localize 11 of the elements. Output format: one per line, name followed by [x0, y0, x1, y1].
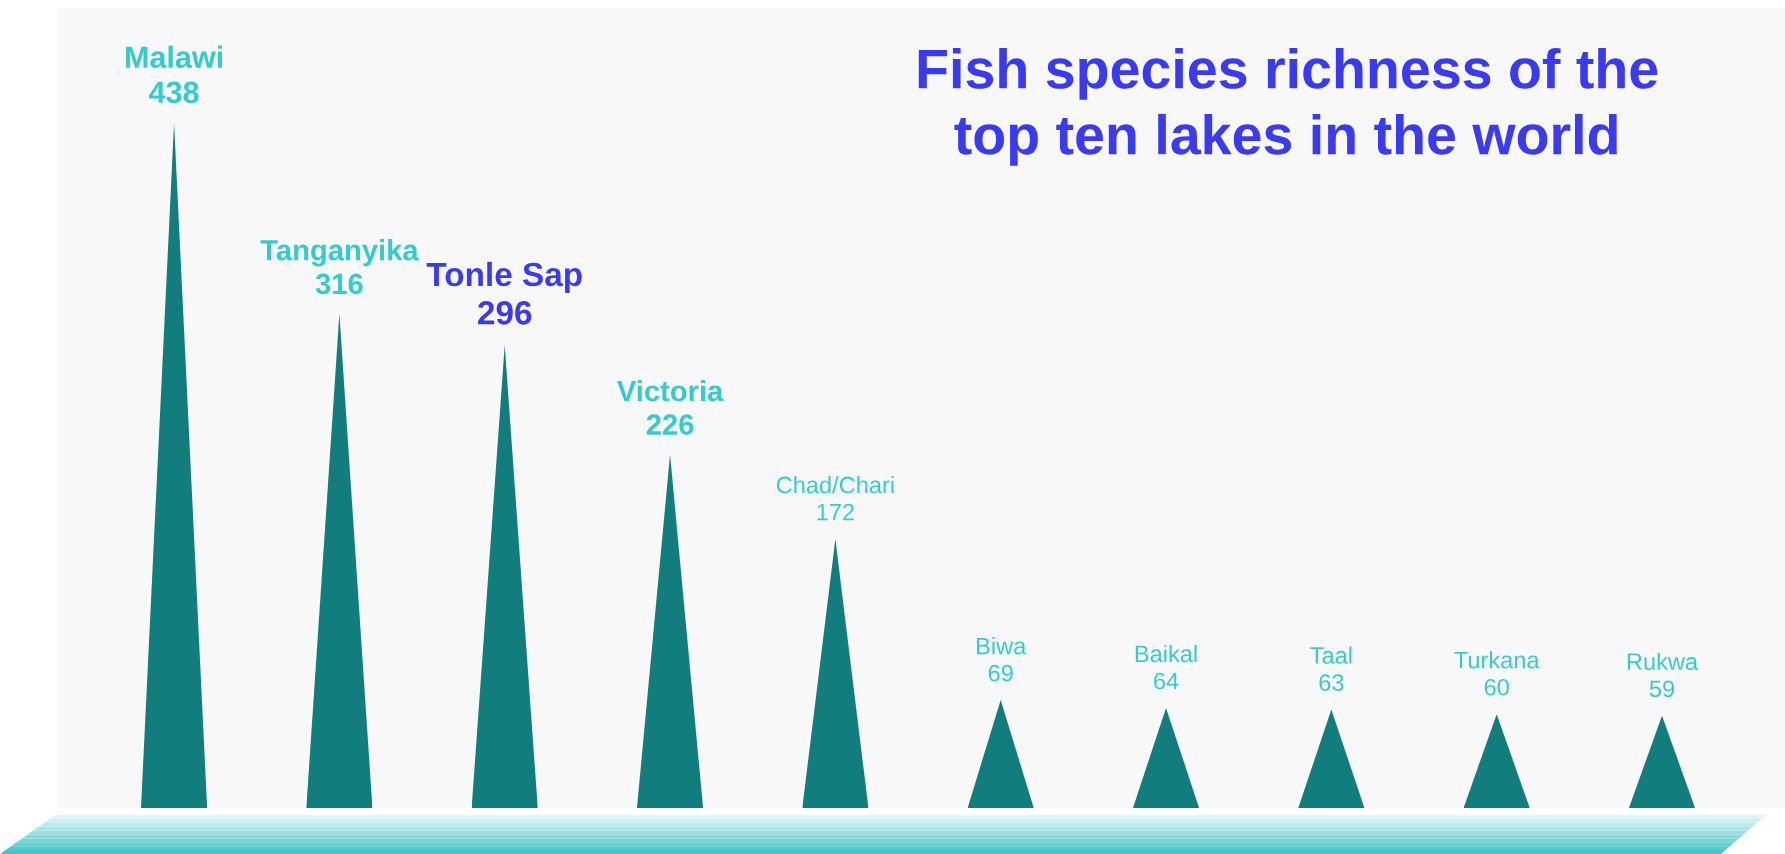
data-label: Taal 63	[1310, 646, 1352, 691]
data-label: Rukwa 59	[1627, 652, 1699, 698]
data-label: Tonle Sap 296	[426, 261, 582, 325]
data-label: Tanganyika 316	[260, 239, 419, 295]
data-label: Biwa 69	[977, 637, 1027, 682]
data-label: Turkana 60	[1454, 651, 1540, 696]
data-label: Baikal 64	[1135, 644, 1197, 690]
data-label: Victoria 226	[617, 379, 724, 435]
chart-title: Fish species richness of the top ten lakes in the world	[918, 48, 1658, 166]
data-label: Malawi 438	[126, 45, 222, 104]
data-label: Chad/Chari 172	[776, 475, 894, 521]
